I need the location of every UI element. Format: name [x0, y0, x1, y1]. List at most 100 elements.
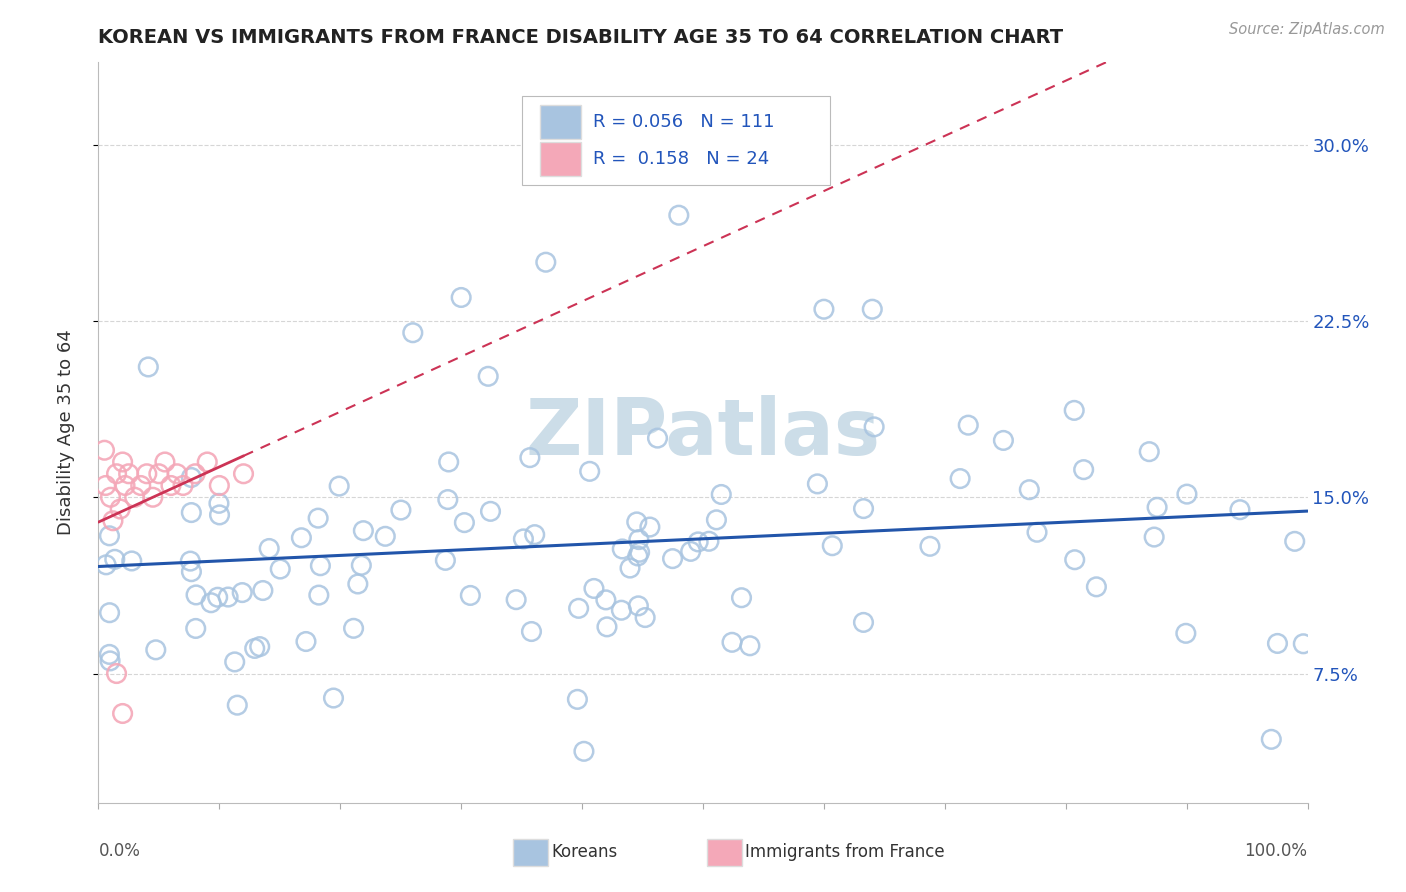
- Point: [638, 520, 661, 534]
- FancyBboxPatch shape: [540, 142, 581, 176]
- Point: [1146, 500, 1168, 515]
- Point: [124, 490, 146, 504]
- Point: [1143, 530, 1166, 544]
- Point: [179, 554, 201, 568]
- Point: [949, 472, 972, 486]
- Point: [679, 544, 702, 558]
- Point: [519, 450, 541, 465]
- Point: [114, 478, 136, 492]
- Point: [688, 535, 710, 549]
- Point: [224, 655, 246, 669]
- Point: [612, 541, 634, 556]
- Text: 100.0%: 100.0%: [1244, 842, 1308, 860]
- Point: [1260, 732, 1282, 747]
- Point: [249, 640, 271, 654]
- Point: [200, 596, 222, 610]
- Point: [142, 490, 165, 504]
- Point: [721, 635, 744, 649]
- Point: [295, 634, 318, 648]
- Point: [101, 514, 124, 528]
- Point: [98, 648, 121, 662]
- Point: [347, 577, 370, 591]
- Point: [307, 511, 329, 525]
- Point: [1292, 637, 1315, 651]
- Point: [697, 534, 720, 549]
- Point: [98, 529, 121, 543]
- Point: [153, 455, 176, 469]
- Point: [918, 539, 941, 553]
- Point: [136, 359, 159, 374]
- Point: [450, 290, 472, 304]
- Point: [1063, 552, 1085, 566]
- Point: [626, 515, 648, 529]
- Point: [108, 502, 131, 516]
- Point: [207, 591, 229, 605]
- Point: [534, 255, 557, 269]
- Point: [572, 744, 595, 758]
- Point: [668, 208, 690, 222]
- Point: [121, 554, 143, 568]
- Point: [1267, 636, 1289, 650]
- Point: [290, 531, 312, 545]
- Point: [610, 603, 633, 617]
- Point: [852, 501, 875, 516]
- Point: [993, 434, 1015, 448]
- Point: [352, 524, 374, 538]
- Point: [1284, 534, 1306, 549]
- Point: [1174, 626, 1197, 640]
- Point: [118, 467, 141, 481]
- Point: [578, 464, 600, 478]
- Text: KOREAN VS IMMIGRANTS FROM FRANCE DISABILITY AGE 35 TO 64 CORRELATION CHART: KOREAN VS IMMIGRANTS FROM FRANCE DISABIL…: [98, 28, 1063, 47]
- Point: [627, 599, 650, 613]
- Point: [596, 620, 619, 634]
- Point: [98, 606, 121, 620]
- Point: [328, 479, 350, 493]
- Point: [257, 541, 280, 556]
- Point: [661, 551, 683, 566]
- Point: [105, 467, 128, 481]
- Point: [308, 588, 330, 602]
- Point: [453, 516, 475, 530]
- Text: Koreans: Koreans: [551, 844, 619, 862]
- Point: [1073, 463, 1095, 477]
- Point: [523, 527, 546, 541]
- Point: [184, 588, 207, 602]
- Point: [634, 610, 657, 624]
- Point: [1137, 444, 1160, 458]
- Point: [195, 455, 218, 469]
- Point: [104, 552, 127, 566]
- Point: [647, 431, 669, 445]
- Point: [813, 302, 835, 317]
- Point: [160, 478, 183, 492]
- Point: [512, 532, 534, 546]
- Point: [342, 621, 364, 635]
- Point: [148, 467, 170, 481]
- Point: [1229, 502, 1251, 516]
- Point: [252, 583, 274, 598]
- Point: [184, 622, 207, 636]
- Point: [582, 582, 605, 596]
- Point: [436, 492, 458, 507]
- Point: [860, 302, 883, 317]
- Point: [111, 455, 134, 469]
- Point: [172, 478, 194, 492]
- Point: [1026, 525, 1049, 540]
- Y-axis label: Disability Age 35 to 64: Disability Age 35 to 64: [56, 330, 75, 535]
- Point: [309, 558, 332, 573]
- Point: [806, 476, 828, 491]
- Point: [852, 615, 875, 630]
- Point: [145, 643, 167, 657]
- FancyBboxPatch shape: [513, 839, 548, 866]
- Point: [180, 565, 202, 579]
- Point: [710, 487, 733, 501]
- Point: [93, 443, 115, 458]
- Point: [568, 601, 591, 615]
- Point: [1018, 483, 1040, 497]
- Point: [957, 418, 980, 433]
- Point: [350, 558, 373, 573]
- Point: [1063, 403, 1085, 417]
- Point: [389, 503, 412, 517]
- Point: [231, 585, 253, 599]
- Point: [208, 478, 231, 492]
- Point: [111, 706, 134, 721]
